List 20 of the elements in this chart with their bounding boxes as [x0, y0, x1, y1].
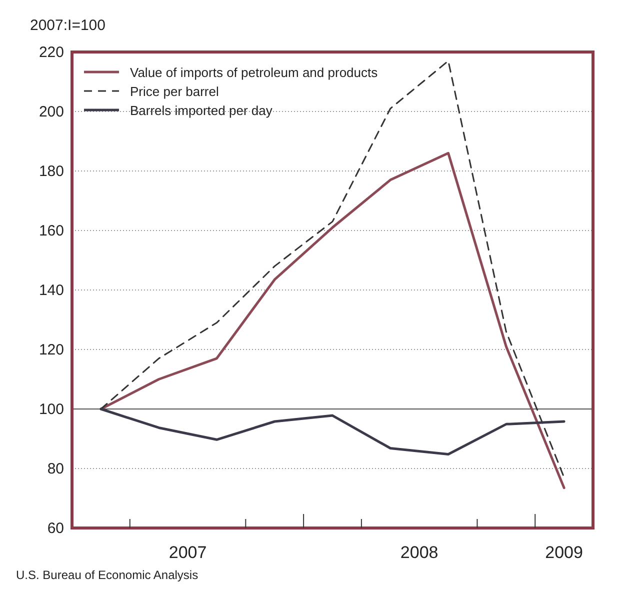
legend-label: Value of imports of petroleum and products: [130, 65, 378, 80]
y-tick-label: 180: [38, 163, 64, 180]
y-tick-label: 100: [38, 401, 64, 418]
legend-label: Price per barrel: [130, 84, 219, 99]
y-tick-label: 60: [47, 520, 64, 537]
legend-label: Barrels imported per day: [130, 103, 273, 118]
text: U.S. Bureau of Economic Analysis: [16, 568, 198, 582]
line-series: [100, 408, 566, 456]
y-tick-label: 120: [38, 342, 64, 358]
x-tick-label: 2007: [168, 543, 207, 562]
x-tick-label: 2009: [545, 543, 583, 562]
y-tick-label: 140: [38, 282, 64, 299]
line-series: [100, 60, 565, 478]
x-tick-label: 2008: [400, 543, 438, 562]
y-axis-title: 2007:I=100: [30, 17, 106, 34]
y-tick-label: 220: [38, 44, 64, 61]
y-tick-label: 80: [47, 460, 64, 478]
y-tick-label: 160: [38, 222, 64, 240]
y-tick-label: 200: [38, 104, 64, 120]
line-series: [100, 152, 566, 490]
